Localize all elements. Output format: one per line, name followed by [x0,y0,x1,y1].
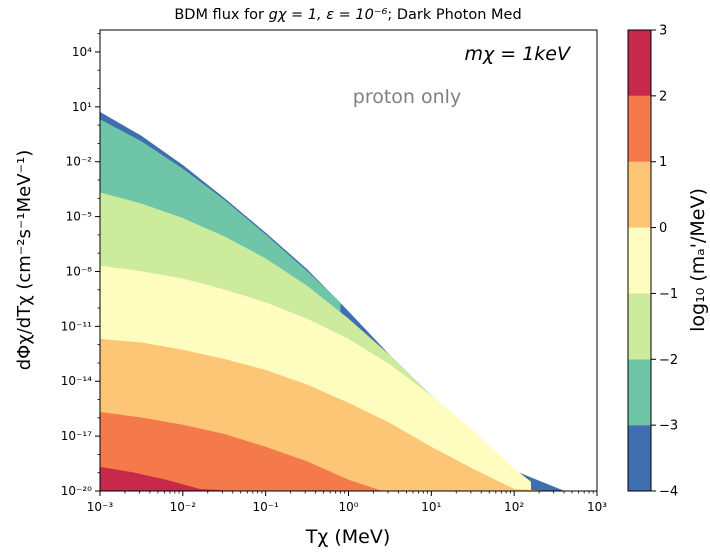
x-tick-label: 10⁻³ [87,500,114,514]
x-tick-label: 10³ [587,500,607,514]
y-axis-ticks: 10⁴ 10¹ 10⁻² 10⁻⁵ 10⁻⁸ 10⁻¹¹ 10⁻¹⁴ 10⁻¹⁷ 10⁻²⁰ [61,33,100,498]
y-tick-label: 10⁻⁵ [66,210,93,224]
y-tick-label: 10⁻²⁰ [61,484,92,498]
y-tick-label: 10⁻² [66,155,93,169]
y-tick-label: 10⁻¹¹ [61,319,92,333]
colorbar-tick-label: 1 [659,155,667,170]
colorbar-swatch [628,30,651,96]
x-tick-label: 10⁰ [338,500,358,514]
contour-bands [99,111,565,492]
colorbar-tick-label: 0 [659,221,667,236]
plot-area: 10⁻³ 10⁻² 10⁻¹ 10⁰ 10¹ 10² 10³ 10⁴10¹10⁻²10⁻⁵1… [61,29,607,514]
x-tick-label: 10⁻¹ [252,500,279,514]
chart-title: BDM flux for gχ = 1, ε = 10⁻⁶; Dark Phot… [174,7,521,23]
title-suffix: ; Dark Photon Med [387,7,521,23]
colorbar-tick-label: −2 [659,353,678,368]
y-tick-label: 10¹ [72,100,92,114]
colorbar-swatch [628,359,651,426]
colorbar-frame [627,29,652,492]
y-tick-label: 10⁴ [72,45,92,59]
colorbar-tick-label: −4 [659,485,678,500]
colorbar-tick-label: 3 [659,24,667,39]
y-tick-label: 10⁻¹⁴ [61,374,92,388]
colorbar-tick-label: 2 [659,89,667,104]
colorbar: −4 −3 −2 −1 0 1 2 3 [627,24,678,500]
colorbar-swatch [628,293,651,360]
x-tick-label: 10¹ [421,500,441,514]
colorbar-label: log₁₀ (mₐ'/MeV) [687,188,709,332]
x-axis-label: Tχ (MeV) [305,526,391,548]
x-tick-label: 10² [504,500,524,514]
x-axis-ticks: 10⁻³ 10⁻² 10⁻¹ 10⁰ 10¹ 10² 10³ [87,491,607,514]
x-tick-label: 10⁻² [170,500,197,514]
colorbar-tick-label: −3 [659,419,678,434]
colorbar-swatch [628,95,651,162]
y-tick-label: 10⁻¹⁷ [61,429,92,443]
y-tick-label: 10⁻⁸ [66,264,93,278]
title-math: gχ = 1, ε = 10⁻⁶ [269,7,388,23]
title-prefix: BDM flux for [174,7,268,23]
colorbar-swatch [628,227,651,294]
colorbar-swatch [628,425,651,491]
colorbar-tick-label: −1 [659,287,678,302]
mass-annotation: mχ = 1keV [464,43,572,65]
y-axis-label: dΦχ/dTχ (cm⁻²s⁻¹MeV⁻¹) [14,150,35,371]
colorbar-swatch [628,161,651,228]
proton-only-note: proton only [353,86,461,108]
